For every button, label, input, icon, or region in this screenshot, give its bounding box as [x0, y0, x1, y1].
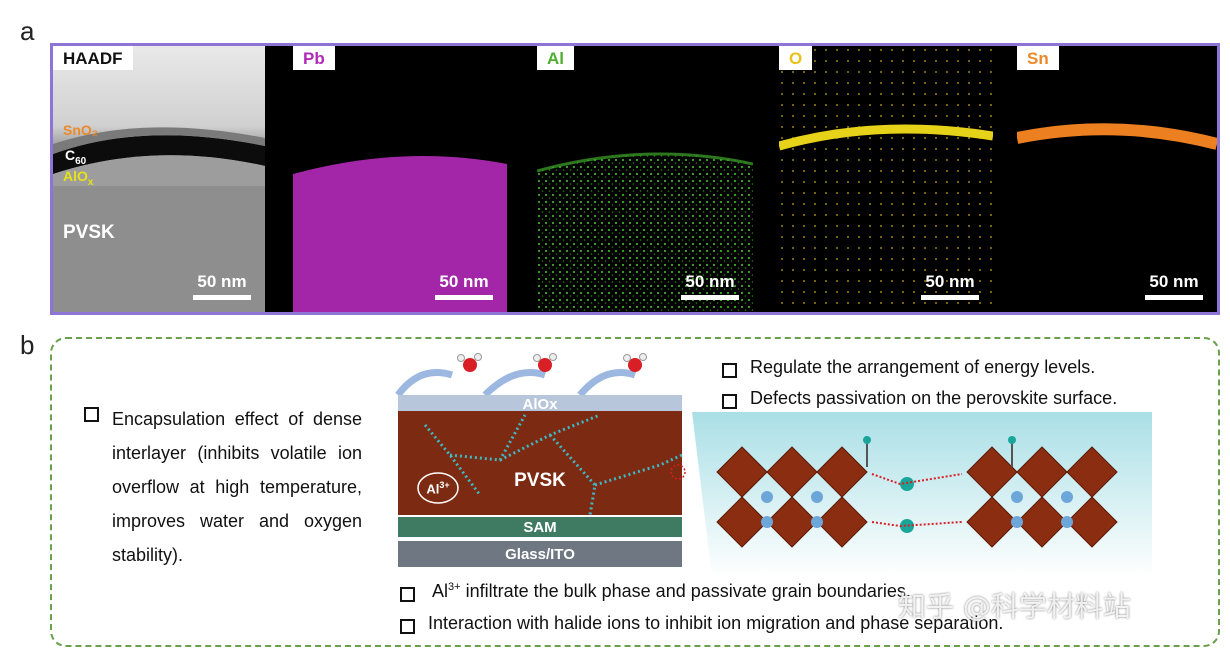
al3-ion-label: Al3+	[426, 480, 450, 497]
o-map: O 50 nm	[779, 46, 993, 312]
tile-label: HAADF	[53, 46, 133, 70]
encapsulation-text: Encapsulation effect of dense interlayer…	[112, 409, 362, 565]
alox-layer: AlOx	[522, 396, 558, 413]
al-infiltrate-text: Al3+ infiltrate the bulk phase and passi…	[432, 581, 911, 601]
sn-map: Sn 50 nm	[1017, 46, 1217, 312]
scale-bar: 50 nm	[435, 272, 493, 300]
halide-interaction-text: Interaction with halide ions to inhibit …	[428, 613, 1004, 633]
glass-ito-layer: Glass/ITO	[505, 546, 575, 563]
defects-passivation-text: Defects passivation on the perovskite su…	[750, 388, 1118, 408]
haadf-image: HAADF SnO₂ C60 AlOx PVSK 50 nm	[53, 46, 265, 312]
perovskite-lattice-diagram	[692, 412, 1152, 577]
bullet-box	[722, 394, 737, 409]
device-stack-diagram	[395, 353, 686, 567]
pvsk-layer: PVSK	[514, 470, 566, 491]
scale-bar: 50 nm	[681, 272, 739, 300]
mechanism-panel	[50, 337, 1220, 647]
scale-bar: 50 nm	[921, 272, 979, 300]
panel-letter-a: a	[20, 16, 35, 46]
watermark: 知乎 @科学材料站	[898, 590, 1131, 623]
bullet-box	[84, 407, 99, 422]
sam-layer: SAM	[523, 519, 557, 536]
alox-layer-label: AlOx	[63, 168, 94, 188]
scale-bar: 50 nm	[193, 272, 251, 300]
pb-map: Pb 50 nm	[293, 46, 507, 312]
sno2-layer-label: SnO₂	[63, 122, 98, 138]
c60-layer-label: C60	[65, 147, 87, 167]
scale-bar: 50 nm	[1145, 272, 1203, 300]
bullet-box	[400, 587, 415, 602]
tile-label: Sn	[1017, 46, 1059, 70]
bullet-box	[400, 619, 415, 634]
al-map: Al 50 nm	[537, 46, 753, 312]
eds-map-strip: HAADF SnO₂ C60 AlOx PVSK 50 nm Pb 50 nm …	[50, 43, 1220, 315]
tile-label: Al	[537, 46, 574, 70]
tile-label: Pb	[293, 46, 335, 70]
bullet-box	[722, 363, 737, 378]
panel-letter-b: b	[20, 330, 35, 360]
tile-label: O	[779, 46, 813, 70]
pvsk-layer-label: PVSK	[63, 222, 115, 243]
energy-levels-text: Regulate the arrangement of energy level…	[750, 357, 1096, 377]
